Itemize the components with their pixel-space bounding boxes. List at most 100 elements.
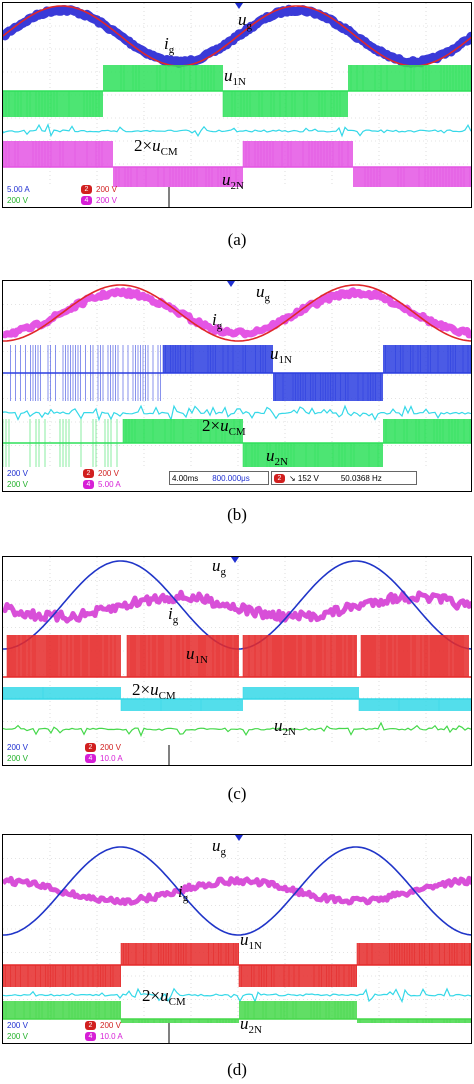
label-u1n: u1N	[270, 344, 292, 366]
ch2-value: 200 V	[100, 743, 121, 752]
scope-screen: 200 V 2 200 V 200 V 4 10.0 A	[2, 834, 472, 1044]
u1n-trace-block	[383, 345, 471, 373]
grid	[3, 835, 471, 1023]
label-u2n: u2N	[266, 446, 288, 468]
label-ig: ig	[164, 34, 175, 56]
ch4-value: 10.0 A	[100, 754, 123, 763]
ch4-badge: 4	[83, 480, 94, 490]
u1n-trace-block	[239, 965, 357, 987]
u1n-trace-block	[3, 91, 103, 117]
ch2-scale: 2 200 V	[81, 185, 117, 195]
ch2-value: 200 V	[100, 1021, 121, 1030]
frequency: 50.0368 Hz	[340, 474, 382, 483]
ch3-scale: 200 V	[7, 1032, 28, 1041]
u1n-trace-block	[3, 965, 121, 987]
trigger-marker-icon	[235, 3, 243, 9]
ch4-badge: 4	[81, 196, 92, 206]
ch2-scale: 2 200 V	[85, 743, 121, 753]
label-ig: ig	[212, 310, 223, 332]
u1n-trace-block	[357, 943, 471, 965]
label-ucm: 2×uCM	[132, 680, 176, 702]
trigger-box: 2 ↘ 152 V 50.0368 Hz	[271, 471, 417, 485]
label-ucm: 2×uCM	[142, 986, 186, 1008]
ch2-badge: 2	[83, 469, 94, 479]
ucm-trace-block	[359, 699, 471, 711]
ch4-scale: 4 200 V	[81, 196, 117, 206]
label-u1n: u1N	[224, 66, 246, 88]
label-ucm: 2×uCM	[202, 416, 246, 438]
u2n-trace	[3, 1001, 471, 1023]
u1n-trace-block	[121, 943, 239, 965]
ch3-scale: 200 V	[7, 480, 28, 489]
label-u2n: u2N	[222, 170, 244, 192]
u2n-trace-block	[239, 1001, 357, 1019]
ch1-scale: 200 V	[7, 469, 28, 478]
u1n-trace-block	[103, 65, 223, 91]
ug-trace	[3, 5, 471, 67]
label-ug: ug	[212, 836, 226, 858]
u2n-trace	[3, 141, 471, 187]
ucm-trace	[3, 404, 471, 422]
u2n-trace-block	[353, 167, 471, 187]
caption-d: (d)	[227, 1060, 247, 1079]
u1n-trace	[3, 345, 471, 401]
ucm-trace	[3, 122, 471, 138]
u2n-trace-block	[113, 167, 243, 187]
u1n-trace-block	[348, 65, 471, 91]
u2n-trace-block	[121, 1019, 239, 1023]
scope-screen: 200 V 2 200 V 200 V 4 10.0 A	[2, 556, 472, 766]
label-ig: ig	[168, 604, 179, 626]
ig-trace	[3, 589, 471, 624]
waveform-plot	[3, 557, 471, 765]
ch4-badge: 4	[85, 754, 96, 764]
ucm-trace	[3, 987, 471, 1004]
u2n-trace-block	[3, 141, 113, 167]
label-ug: ug	[238, 10, 252, 32]
ch4-scale: 4 10.0 A	[85, 1032, 123, 1042]
label-ucm: 2×uCM	[134, 136, 178, 158]
scope-screen: 200 V 2 200 V 200 V 4 5.00 A 4.00ms 800.000…	[2, 280, 472, 492]
label-ig: ig	[178, 882, 189, 904]
u2n-trace-block	[243, 141, 353, 167]
u1n-trace-block	[223, 91, 348, 117]
label-ug: ug	[256, 282, 270, 304]
u2n-trace-block	[3, 1001, 121, 1019]
label-u2n: u2N	[274, 716, 296, 738]
ch2-scale: 2 200 V	[83, 469, 119, 479]
status-bar: 200 V 2 200 V 200 V 4 10.0 A	[3, 743, 471, 765]
u2n-trace	[3, 721, 471, 738]
ch2-badge: 2	[81, 185, 92, 195]
trigger-marker-icon	[235, 835, 243, 841]
label-u2n: u2N	[240, 1014, 262, 1036]
ch2-badge: 2	[85, 1021, 96, 1031]
caption-b: (b)	[227, 505, 247, 524]
waveform-plot	[3, 281, 471, 491]
ucm-trace	[3, 687, 471, 711]
ug-trace	[3, 284, 471, 342]
label-u1n: u1N	[240, 930, 262, 952]
trigger-level: ↘ 152 V	[289, 474, 319, 483]
u2n-trace-block	[383, 419, 471, 443]
ch2-value: 200 V	[98, 469, 119, 478]
caption-a: (a)	[227, 230, 247, 249]
ch4-value: 200 V	[96, 196, 117, 205]
ch3-scale: 200 V	[7, 754, 28, 763]
ch4-value: 5.00 A	[98, 480, 121, 489]
waveform-plot	[3, 835, 471, 1043]
ch4-value: 10.0 A	[100, 1032, 123, 1041]
trigger-marker-icon	[227, 281, 235, 287]
u2n-trace	[3, 419, 471, 467]
u1n-trace	[3, 635, 471, 678]
ig-trace	[3, 875, 471, 907]
timebase-box: 4.00ms 800.000μs	[169, 471, 269, 485]
ig-trace	[3, 287, 471, 339]
u1n-trace-block	[7, 635, 121, 677]
caption-c: (c)	[227, 784, 247, 803]
label-ug: ug	[212, 556, 226, 578]
trigger-marker-icon	[231, 557, 239, 563]
u2n-trace-block	[357, 1019, 471, 1023]
ch3-scale: 200 V	[7, 196, 28, 205]
delay: 800.000μs	[212, 474, 250, 483]
grid	[3, 557, 471, 745]
ch2-value: 200 V	[96, 185, 117, 194]
